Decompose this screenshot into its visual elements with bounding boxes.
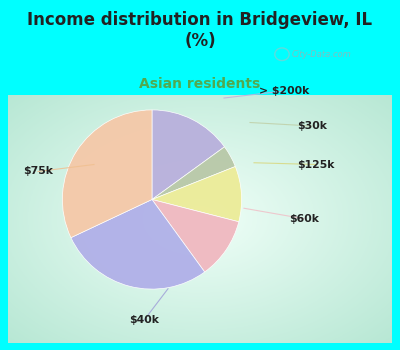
Wedge shape (152, 110, 224, 200)
Wedge shape (152, 199, 239, 272)
Text: $60k: $60k (289, 214, 319, 224)
Wedge shape (152, 147, 235, 200)
Text: $30k: $30k (297, 121, 327, 131)
Text: Asian residents: Asian residents (139, 77, 261, 91)
Text: City-Data.com: City-Data.com (292, 50, 352, 59)
Text: $125k: $125k (297, 160, 335, 169)
Wedge shape (71, 199, 205, 289)
Text: Income distribution in Bridgeview, IL
(%): Income distribution in Bridgeview, IL (%… (28, 11, 372, 50)
Text: > $200k: > $200k (259, 86, 309, 96)
Text: $75k: $75k (23, 167, 53, 176)
Wedge shape (152, 167, 242, 222)
Wedge shape (62, 110, 152, 238)
Text: $40k: $40k (129, 315, 159, 325)
